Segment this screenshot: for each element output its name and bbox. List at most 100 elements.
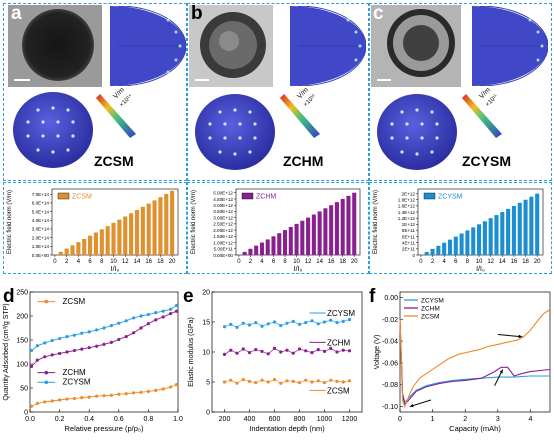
data-point (347, 318, 352, 322)
panel-c-bar-frame (369, 182, 552, 274)
bar (306, 217, 311, 255)
data-point (322, 349, 327, 353)
data-point (260, 378, 264, 382)
legend-label: ZCHM (63, 368, 86, 377)
data-point (222, 325, 227, 329)
panel-letter-b: b (191, 3, 203, 24)
bar (430, 248, 435, 255)
bar (517, 202, 522, 255)
data-point (29, 364, 34, 368)
x-tick-label: 1200 (342, 416, 358, 423)
tem-image-zchm (189, 5, 273, 87)
panel-a-frame (3, 3, 187, 181)
half-sphere-zcysm (472, 6, 548, 86)
data-point (50, 399, 54, 403)
data-point (65, 335, 69, 339)
bar (482, 221, 487, 255)
bar (152, 200, 157, 255)
bar (158, 197, 163, 255)
data-point (241, 321, 245, 325)
colorbar-zcsm (96, 94, 136, 138)
x-tick-label: 8 (100, 259, 104, 265)
y-axis-label: Electric field norm (V/m) (191, 190, 197, 254)
annotation-arrow (497, 334, 523, 338)
y-tick-label: 150 (16, 338, 28, 345)
colorbar-zcysm (462, 94, 502, 138)
data-point (174, 309, 179, 313)
data-point (124, 319, 128, 323)
annotation-arrowhead (499, 369, 503, 374)
data-point (235, 325, 239, 329)
data-point (102, 326, 106, 330)
data-point (124, 392, 128, 396)
y-tick-label: 1.50E+12 (213, 234, 233, 239)
data-point (304, 321, 308, 325)
panel-c-frame (369, 3, 552, 181)
bar (259, 242, 264, 255)
legend-label: ZCSM (63, 297, 86, 306)
data-point (169, 312, 173, 316)
data-point (241, 347, 245, 351)
bar (477, 224, 482, 255)
data-point (329, 378, 333, 382)
bar (346, 195, 351, 255)
y-tick-label: -0.10 (382, 404, 398, 411)
x-tick-label: 0 (419, 259, 423, 265)
data-point (279, 324, 283, 328)
panel-letter-c: c (373, 3, 384, 24)
x-tick-label: 1.0 (173, 416, 183, 423)
data-point (132, 331, 136, 335)
data-point (43, 400, 47, 404)
x-tick-label: 2 (249, 259, 253, 265)
data-point (139, 326, 143, 330)
y-tick-label: 1.4E+12 (398, 210, 416, 215)
x-tick-label: 20 (351, 259, 358, 265)
sample-label-zchm: ZCHM (283, 153, 324, 169)
data-point (65, 350, 69, 354)
data-point (169, 307, 173, 311)
annotation-arrowhead (518, 334, 523, 339)
x-tick-label: 20 (169, 259, 176, 265)
data-point (266, 322, 270, 326)
x-tick-label: 14 (134, 259, 141, 265)
x-tick-label: 10 (110, 259, 117, 265)
y-tick-label: 1.00E+12 (213, 240, 233, 245)
data-point (235, 381, 239, 385)
bar (529, 196, 534, 255)
y-tick-label: 0 (412, 253, 415, 258)
bar (300, 220, 305, 255)
y-tick-label: 0 (24, 410, 28, 417)
x-tick-label: 0.6 (114, 416, 124, 423)
bar (64, 248, 69, 255)
bar (170, 190, 175, 255)
data-point (117, 337, 121, 342)
y-tick-label: 5.00E+12 (213, 191, 233, 196)
y-tick-label: 10 (202, 350, 210, 357)
bar (340, 198, 345, 255)
bar (70, 245, 75, 255)
y-tick-label: 15 (202, 320, 210, 327)
data-point (132, 316, 136, 320)
data-point (347, 349, 352, 353)
y-tick-label: 4.0E+14 (32, 218, 50, 223)
bar (500, 212, 505, 255)
bar (535, 193, 540, 255)
data-point (254, 321, 258, 325)
colorbar-labels-zcsm: V/m ×10¹⁴ (95, 84, 155, 154)
bar (254, 245, 259, 255)
bar (164, 193, 169, 255)
data-point (341, 319, 345, 323)
legend-label: ZCSM (72, 194, 92, 201)
data-point (146, 389, 150, 393)
data-point (254, 348, 258, 352)
y-axis-label: Electric field norm (V/m) (7, 190, 13, 254)
y-tick-label: 3.0E+14 (32, 227, 50, 232)
bar (442, 242, 447, 255)
y-tick-label: 20 (202, 290, 210, 297)
x-tick-label: 4 (260, 259, 264, 265)
data-point (35, 344, 40, 348)
x-tick-label: 0 (398, 416, 402, 423)
data-point (335, 379, 339, 383)
x-tick-label: 1 (431, 416, 435, 423)
data-point (95, 344, 99, 348)
